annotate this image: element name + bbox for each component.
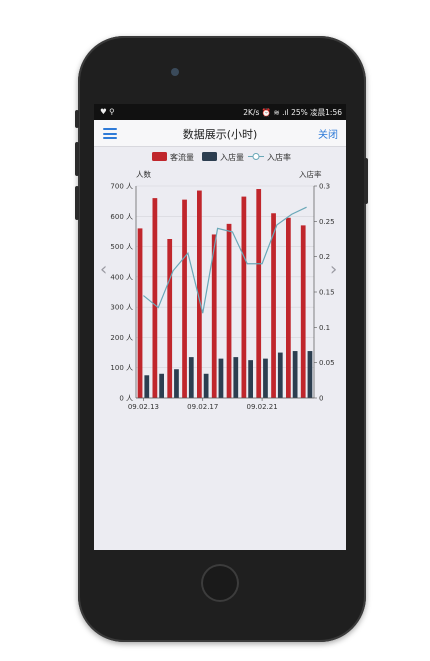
bar-traffic (256, 189, 262, 398)
y-left-tick-label: 700 人 (110, 183, 133, 191)
y-left-tick-label: 200 人 (110, 334, 133, 342)
bar-traffic (241, 196, 247, 398)
bar-entries (263, 358, 268, 398)
y-left-tick-label: 400 人 (110, 273, 133, 281)
status-bar: ♥ ⚲ 2K/s ⏰ ≋ .ıl 25% 凌晨1:56 (94, 104, 346, 120)
mute-switch (75, 110, 79, 128)
bar-entries (203, 373, 209, 398)
bar-entries (277, 352, 283, 398)
legend-label-rate: 入店率 (267, 152, 291, 162)
y-right-axis-label: 入店率 (299, 169, 322, 179)
bar-traffic (286, 217, 291, 398)
y-left-tick-label: 600 人 (110, 213, 133, 221)
legend: 客流量 入店量 入店率 (152, 152, 291, 162)
chart: 客流量 入店量 入店率 人数 入店率 0 人 100 人 200 人 300 人 400… (110, 152, 335, 412)
y-left-axis-label: 人数 (136, 169, 151, 179)
bar-traffic (197, 190, 202, 398)
y-right-tick-label: 0 (319, 395, 323, 403)
bar-entries (292, 351, 298, 398)
bar-entries (233, 357, 239, 398)
home-button[interactable] (201, 564, 239, 602)
front-camera (171, 68, 179, 76)
bar-traffic (271, 213, 276, 398)
legend-label-traffic: 客流量 (170, 152, 194, 162)
status-left-icons: ♥ ⚲ (100, 107, 115, 116)
legend-label-entries: 入店量 (220, 152, 244, 162)
volume-up-button (75, 142, 79, 176)
y-right-tick-label: 0.2 (319, 253, 330, 261)
x-tick-label: 09.02.21 (246, 403, 277, 411)
x-tick-label: 09.02.17 (187, 403, 218, 411)
bar-entries (144, 375, 150, 398)
bar-traffic (300, 225, 306, 398)
bar-entries (188, 357, 194, 398)
x-tick-label: 09.02.13 (128, 403, 159, 411)
y-right-tick-label: 0.1 (319, 324, 330, 332)
page-title: 数据展示(小时) (182, 128, 258, 141)
y-right-tick-label: 0.15 (319, 289, 335, 297)
nav-bar: 数据展示(小时) 关闭 (94, 120, 346, 147)
bar-entries (248, 360, 253, 398)
y-right-tick-label: 0.05 (319, 359, 335, 367)
rate-line (143, 206, 307, 314)
bar-traffic (226, 223, 232, 398)
status-right-text: 2K/s ⏰ ≋ .ıl 25% 凌晨1:56 (243, 108, 342, 117)
legend-swatch-traffic (152, 152, 167, 161)
bars (137, 189, 313, 398)
rate-line-path (143, 206, 307, 314)
bar-entries (218, 358, 224, 398)
volume-down-button (75, 186, 79, 220)
bar-entries (307, 351, 313, 398)
y-left-tick-label: 0 人 (119, 395, 133, 403)
screen: ♥ ⚲ 2K/s ⏰ ≋ .ıl 25% 凌晨1:56 数据展示(小时) 关闭 … (94, 104, 346, 550)
bar-traffic (137, 228, 143, 398)
y-right-tick-label: 0.25 (319, 218, 335, 226)
axes: 0 人 100 人 200 人 300 人 400 人 500 人 600 人 700 人 0 0… (110, 183, 334, 412)
close-button[interactable]: 关闭 (318, 130, 338, 141)
hamburger-menu-icon[interactable] (103, 128, 117, 139)
y-left-tick-label: 500 人 (110, 243, 133, 251)
y-right-tick-label: 0.3 (319, 183, 330, 191)
y-left-tick-label: 300 人 (110, 304, 133, 312)
bar-traffic (152, 198, 158, 398)
power-button (364, 158, 368, 204)
next-arrow-icon[interactable]: › (330, 259, 338, 280)
legend-marker-rate (252, 153, 260, 160)
legend-swatch-entries (202, 152, 217, 161)
bar-entries (159, 373, 164, 398)
y-left-tick-label: 100 人 (110, 364, 133, 372)
prev-arrow-icon[interactable]: ‹ (100, 259, 108, 280)
bar-entries (174, 369, 179, 398)
bar-traffic (167, 239, 173, 398)
bar-traffic (211, 234, 217, 398)
bar-traffic (182, 199, 187, 398)
